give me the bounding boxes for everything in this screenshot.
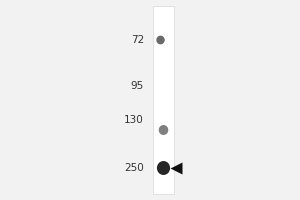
Text: 95: 95 bbox=[131, 81, 144, 91]
Text: 250: 250 bbox=[124, 163, 144, 173]
Ellipse shape bbox=[156, 36, 165, 44]
Text: 72: 72 bbox=[131, 35, 144, 45]
Text: 130: 130 bbox=[124, 115, 144, 125]
Bar bbox=[153, 6, 174, 194]
Ellipse shape bbox=[157, 161, 170, 175]
Ellipse shape bbox=[159, 125, 168, 135]
